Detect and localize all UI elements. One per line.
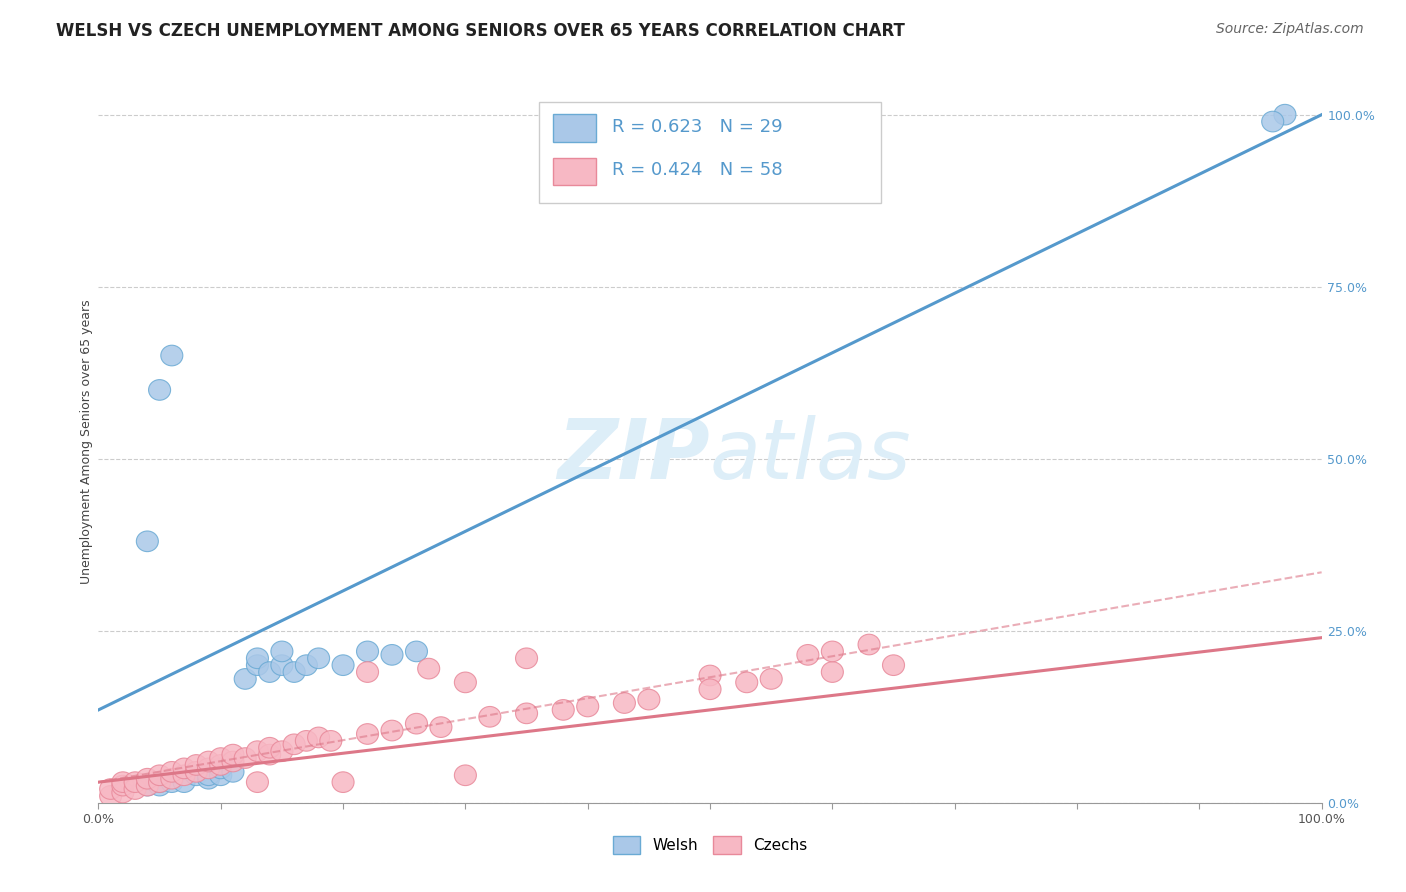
Ellipse shape <box>186 765 207 786</box>
Text: R = 0.623   N = 29: R = 0.623 N = 29 <box>612 118 783 136</box>
Ellipse shape <box>222 751 245 772</box>
Ellipse shape <box>235 669 256 690</box>
Ellipse shape <box>112 775 134 796</box>
Ellipse shape <box>418 658 440 679</box>
Ellipse shape <box>149 772 170 792</box>
Ellipse shape <box>160 768 183 789</box>
Ellipse shape <box>332 772 354 792</box>
Text: Source: ZipAtlas.com: Source: ZipAtlas.com <box>1216 22 1364 37</box>
Ellipse shape <box>308 648 329 669</box>
Ellipse shape <box>136 775 159 796</box>
Ellipse shape <box>173 758 195 779</box>
Ellipse shape <box>186 762 207 782</box>
Ellipse shape <box>576 696 599 717</box>
Ellipse shape <box>186 755 207 775</box>
Ellipse shape <box>246 772 269 792</box>
Ellipse shape <box>430 717 451 738</box>
Ellipse shape <box>1274 104 1296 125</box>
Ellipse shape <box>381 645 404 665</box>
Ellipse shape <box>136 775 159 796</box>
Ellipse shape <box>222 744 245 765</box>
Ellipse shape <box>246 655 269 675</box>
Ellipse shape <box>136 768 159 789</box>
Ellipse shape <box>209 755 232 775</box>
Ellipse shape <box>235 747 256 768</box>
Ellipse shape <box>405 714 427 734</box>
Ellipse shape <box>149 772 170 792</box>
Ellipse shape <box>173 772 195 792</box>
Ellipse shape <box>271 641 292 662</box>
Ellipse shape <box>553 699 574 720</box>
Ellipse shape <box>283 734 305 755</box>
Ellipse shape <box>222 762 245 782</box>
Ellipse shape <box>454 672 477 693</box>
Ellipse shape <box>259 738 281 758</box>
Ellipse shape <box>246 648 269 669</box>
Ellipse shape <box>160 772 183 792</box>
Ellipse shape <box>821 641 844 662</box>
Ellipse shape <box>209 765 232 786</box>
Ellipse shape <box>699 679 721 699</box>
Ellipse shape <box>160 762 183 782</box>
Ellipse shape <box>858 634 880 655</box>
Ellipse shape <box>821 662 844 682</box>
Ellipse shape <box>259 744 281 765</box>
Ellipse shape <box>613 693 636 714</box>
Y-axis label: Unemployment Among Seniors over 65 years: Unemployment Among Seniors over 65 years <box>80 299 93 584</box>
Ellipse shape <box>295 731 318 751</box>
Ellipse shape <box>136 531 159 551</box>
Ellipse shape <box>357 662 378 682</box>
Ellipse shape <box>454 765 477 786</box>
Ellipse shape <box>332 655 354 675</box>
Ellipse shape <box>797 645 818 665</box>
Ellipse shape <box>516 703 537 723</box>
Ellipse shape <box>149 775 170 796</box>
FancyBboxPatch shape <box>538 102 882 203</box>
Ellipse shape <box>405 641 427 662</box>
Ellipse shape <box>209 758 232 779</box>
Ellipse shape <box>699 665 721 686</box>
Text: R = 0.424   N = 58: R = 0.424 N = 58 <box>612 161 783 179</box>
Ellipse shape <box>735 672 758 693</box>
Ellipse shape <box>638 690 659 710</box>
Text: atlas: atlas <box>710 416 911 497</box>
Ellipse shape <box>209 747 232 768</box>
Ellipse shape <box>112 772 134 792</box>
Ellipse shape <box>149 765 170 786</box>
Ellipse shape <box>112 782 134 803</box>
Ellipse shape <box>381 720 404 741</box>
Ellipse shape <box>479 706 501 727</box>
Ellipse shape <box>197 758 219 779</box>
Ellipse shape <box>124 772 146 792</box>
Ellipse shape <box>100 786 122 806</box>
Ellipse shape <box>197 768 219 789</box>
Ellipse shape <box>883 655 904 675</box>
Ellipse shape <box>357 723 378 744</box>
Ellipse shape <box>100 779 122 799</box>
Ellipse shape <box>283 662 305 682</box>
Ellipse shape <box>160 345 183 366</box>
Ellipse shape <box>197 765 219 786</box>
Ellipse shape <box>761 669 782 690</box>
Text: ZIP: ZIP <box>557 416 710 497</box>
Ellipse shape <box>246 741 269 762</box>
Ellipse shape <box>357 641 378 662</box>
Ellipse shape <box>516 648 537 669</box>
Ellipse shape <box>319 731 342 751</box>
Legend: Welsh, Czechs: Welsh, Czechs <box>606 830 814 860</box>
Ellipse shape <box>271 655 292 675</box>
Ellipse shape <box>197 751 219 772</box>
Ellipse shape <box>259 662 281 682</box>
Ellipse shape <box>124 779 146 799</box>
FancyBboxPatch shape <box>554 158 596 185</box>
Ellipse shape <box>295 655 318 675</box>
FancyBboxPatch shape <box>554 114 596 142</box>
Ellipse shape <box>1261 112 1284 132</box>
Ellipse shape <box>173 765 195 786</box>
Text: WELSH VS CZECH UNEMPLOYMENT AMONG SENIORS OVER 65 YEARS CORRELATION CHART: WELSH VS CZECH UNEMPLOYMENT AMONG SENIOR… <box>56 22 905 40</box>
Ellipse shape <box>149 380 170 401</box>
Ellipse shape <box>308 727 329 747</box>
Ellipse shape <box>271 741 292 762</box>
